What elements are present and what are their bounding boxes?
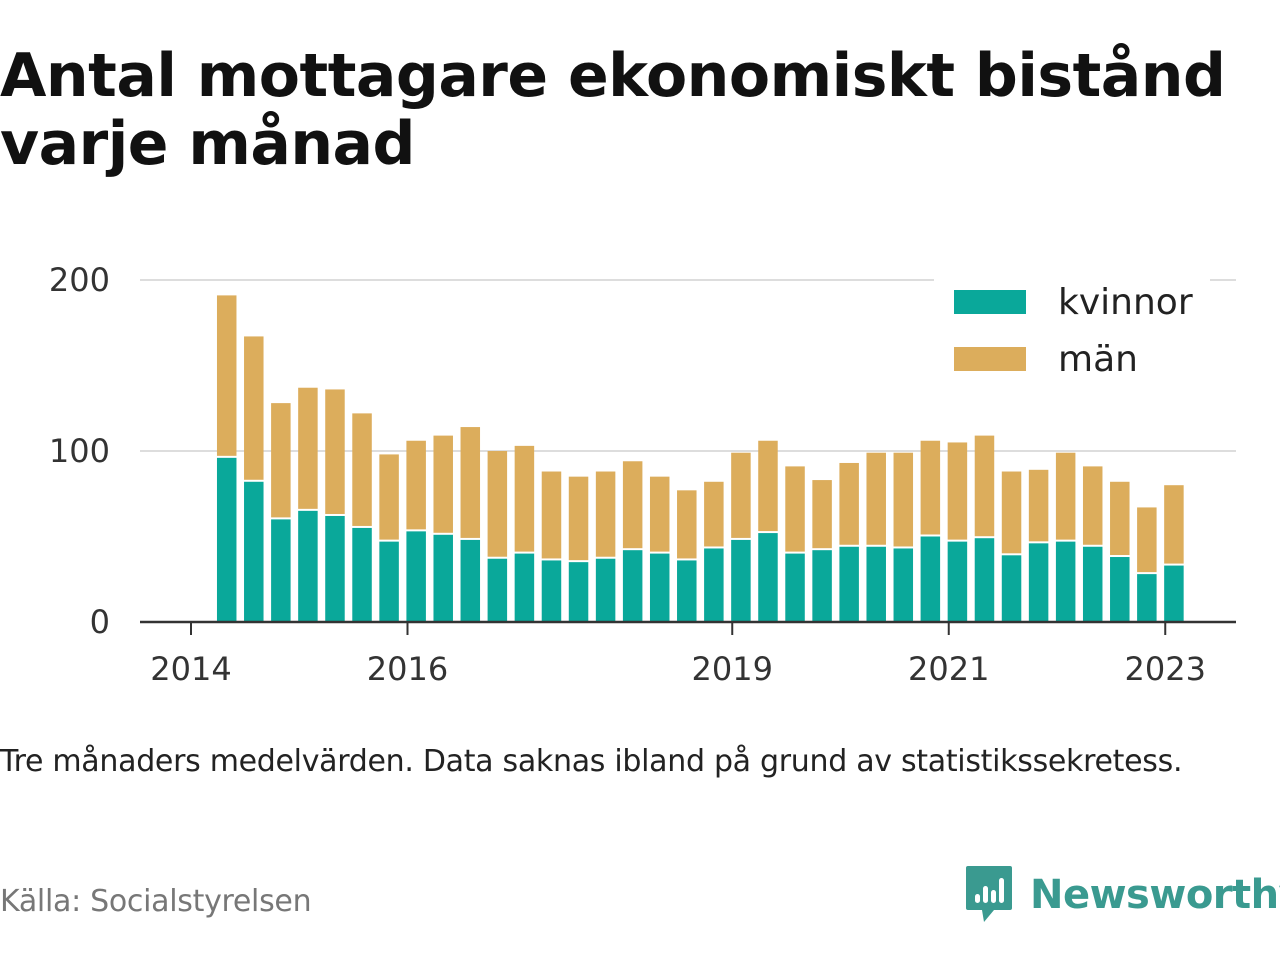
bar-segment-kvinnor bbox=[677, 560, 697, 622]
bar-segment-kvinnor bbox=[893, 548, 914, 622]
chart-note: Tre månaders medelvärden. Data saknas ib… bbox=[0, 744, 1183, 779]
bar-segment-kvinnor bbox=[622, 550, 643, 622]
bar-segment-kvinnor bbox=[1001, 555, 1022, 622]
bar-segment-kvinnor bbox=[947, 541, 968, 622]
bar-segment-kvinnor bbox=[568, 562, 589, 622]
bar-segment-man bbox=[541, 471, 562, 559]
bar-segment-man bbox=[622, 461, 643, 549]
bar-segment-kvinnor bbox=[271, 519, 291, 622]
bar-segment-kvinnor bbox=[487, 558, 508, 622]
bar-segment-kvinnor bbox=[785, 553, 805, 622]
legend-label: män bbox=[1058, 339, 1138, 380]
source-text: Källa: Socialstyrelsen bbox=[0, 884, 312, 919]
y-tick-label: 100 bbox=[49, 432, 110, 470]
bar-segment-man bbox=[677, 490, 697, 559]
x-tick-label: 2014 bbox=[150, 650, 231, 688]
bar-segment-man bbox=[1055, 452, 1076, 540]
bar-segment-man bbox=[947, 442, 968, 540]
bar-segment-kvinnor bbox=[541, 560, 562, 622]
bar-segment-kvinnor bbox=[325, 515, 345, 622]
bar-segment-kvinnor bbox=[1164, 565, 1184, 622]
bar-segment-kvinnor bbox=[352, 527, 372, 622]
brand-name: Newsworthy bbox=[1030, 872, 1280, 918]
bar-segment-kvinnor bbox=[1055, 541, 1076, 622]
bar-segment-man bbox=[920, 440, 941, 535]
legend-swatch bbox=[954, 290, 1026, 314]
bar-segment-kvinnor bbox=[974, 538, 995, 622]
bar-segment-kvinnor bbox=[595, 558, 616, 622]
bar-segment-man bbox=[406, 440, 426, 530]
x-tick-label: 2019 bbox=[692, 650, 773, 688]
y-tick-label: 0 bbox=[90, 603, 110, 641]
bar-segment-kvinnor bbox=[379, 541, 399, 622]
bar-segment-man bbox=[325, 389, 345, 514]
bar-segment-man bbox=[433, 435, 453, 533]
bar-segment-man bbox=[839, 462, 859, 545]
bar-segment-man bbox=[785, 466, 805, 552]
bar-segment-kvinnor bbox=[244, 481, 264, 622]
bar-segment-kvinnor bbox=[920, 536, 941, 622]
bar-segment-kvinnor bbox=[433, 534, 453, 622]
bar-segment-kvinnor bbox=[758, 533, 778, 622]
newsworthy-logo-icon bbox=[966, 866, 1012, 922]
bar-segment-man bbox=[1137, 507, 1157, 573]
bar-segment-man bbox=[244, 336, 264, 480]
bar-segment-man bbox=[866, 452, 886, 545]
bar-segment-kvinnor bbox=[731, 539, 751, 622]
bar-segment-man bbox=[379, 454, 399, 540]
bar-segment-kvinnor bbox=[649, 553, 670, 622]
bar-segment-kvinnor bbox=[406, 531, 426, 622]
bar-segment-man bbox=[460, 427, 481, 538]
bar-segment-kvinnor bbox=[866, 546, 886, 622]
bar-segment-man bbox=[704, 481, 724, 547]
bar-segment-man bbox=[1110, 481, 1130, 556]
bar-segment-kvinnor bbox=[460, 539, 481, 622]
bar-segment-man bbox=[649, 476, 670, 552]
stacked-bar-chart: 0 100 200 2014 2016 2019 2021 2023 kvinnor män bbox=[49, 261, 1236, 688]
bar-segment-kvinnor bbox=[812, 550, 832, 622]
bar-segment-man bbox=[487, 451, 508, 557]
bar-segment-man bbox=[1082, 466, 1103, 545]
bar-segment-man bbox=[1028, 469, 1049, 542]
brand-logo: Newsworthy bbox=[964, 864, 1280, 926]
bar-segment-kvinnor bbox=[216, 457, 237, 622]
bar-segment-kvinnor bbox=[839, 546, 859, 622]
x-tick-label: 2023 bbox=[1125, 650, 1206, 688]
y-tick-label: 200 bbox=[49, 261, 110, 299]
legend: kvinnor män bbox=[934, 276, 1210, 390]
bar-segment-kvinnor bbox=[1110, 557, 1130, 622]
bar-segment-man bbox=[216, 295, 237, 456]
bar-segment-man bbox=[298, 387, 318, 509]
bars bbox=[216, 295, 1184, 622]
bar-segment-kvinnor bbox=[514, 553, 535, 622]
bar-segment-kvinnor bbox=[704, 548, 724, 622]
bar-segment-kvinnor bbox=[1137, 574, 1157, 622]
bar-segment-kvinnor bbox=[298, 510, 318, 622]
bar-segment-man bbox=[758, 440, 778, 532]
bar-segment-man bbox=[1164, 485, 1184, 564]
bar-segment-man bbox=[731, 452, 751, 538]
axes: 0 100 200 2014 2016 2019 2021 2023 bbox=[49, 261, 1236, 688]
bar-segment-man bbox=[271, 403, 291, 518]
bar-segment-man bbox=[1001, 471, 1022, 554]
bar-segment-man bbox=[514, 445, 535, 552]
bar-segment-man bbox=[893, 452, 914, 547]
chart-title: Antal mottagare ekonomiskt bistånd varje… bbox=[0, 41, 1226, 179]
bar-segment-man bbox=[812, 480, 832, 549]
bar-segment-man bbox=[352, 413, 372, 526]
x-tick-label: 2021 bbox=[908, 650, 989, 688]
bar-segment-man bbox=[595, 471, 616, 557]
legend-swatch bbox=[954, 347, 1026, 371]
x-tick-label: 2016 bbox=[367, 650, 448, 688]
bar-segment-man bbox=[568, 476, 589, 561]
bar-segment-kvinnor bbox=[1082, 546, 1103, 622]
bar-segment-kvinnor bbox=[1028, 543, 1049, 622]
bar-segment-man bbox=[974, 435, 995, 537]
legend-label: kvinnor bbox=[1058, 282, 1193, 323]
